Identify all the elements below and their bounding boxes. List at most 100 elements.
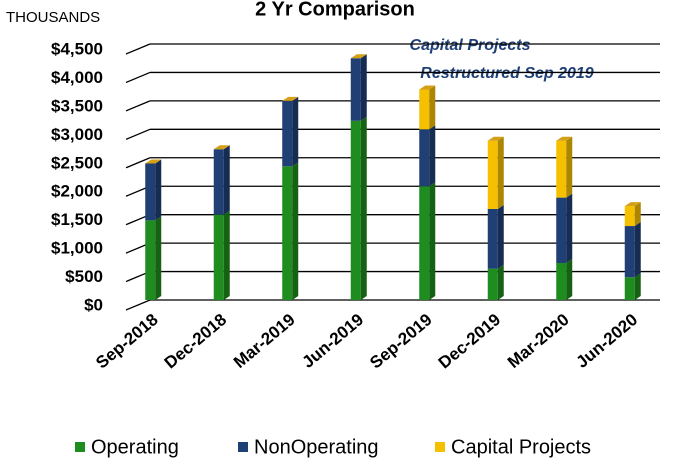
y-tick-label: $0 bbox=[84, 295, 103, 314]
x-tick-label: Jun-2020 bbox=[573, 310, 642, 372]
bar-segment bbox=[556, 259, 573, 300]
bar-side bbox=[634, 273, 641, 300]
bar-face bbox=[145, 163, 156, 221]
bar-side bbox=[292, 96, 299, 167]
y-tick-label: $2,000 bbox=[51, 182, 103, 201]
bar-face bbox=[145, 220, 156, 300]
bar-segment bbox=[556, 193, 573, 264]
bar-face bbox=[487, 140, 498, 209]
legend-swatch bbox=[435, 442, 445, 452]
bar-face bbox=[487, 208, 498, 269]
bar-segment bbox=[282, 162, 299, 300]
grid-line bbox=[125, 299, 151, 311]
bar-face bbox=[624, 277, 635, 300]
bar-side bbox=[155, 159, 162, 221]
bar-segment bbox=[556, 136, 573, 198]
chart-title: 2 Yr Comparison bbox=[255, 0, 415, 20]
bar-segment bbox=[350, 54, 367, 121]
x-tick-label: Mar-2019 bbox=[230, 310, 299, 372]
bar-side bbox=[566, 259, 573, 300]
bar-segment bbox=[213, 210, 230, 300]
grid-line bbox=[125, 128, 151, 140]
bar-top bbox=[419, 85, 436, 90]
bar-segment bbox=[419, 125, 436, 187]
bar-segment bbox=[624, 222, 641, 278]
bar-face bbox=[213, 149, 224, 215]
bar-side bbox=[634, 222, 641, 278]
bar-top bbox=[487, 136, 504, 141]
legend-swatch bbox=[75, 442, 85, 452]
bar-top bbox=[145, 159, 162, 164]
x-tick-label: Sep-2019 bbox=[366, 310, 435, 373]
bar-side bbox=[429, 125, 436, 187]
bar-top bbox=[282, 96, 299, 101]
y-tick-label: $3,500 bbox=[51, 96, 103, 115]
bar-face bbox=[213, 214, 224, 300]
y-axis-label: THOUSANDS bbox=[6, 9, 100, 26]
x-tick-label: Jun-2019 bbox=[299, 310, 368, 372]
bar-segment bbox=[487, 204, 504, 269]
bar-face bbox=[350, 120, 361, 300]
bar-face bbox=[282, 100, 293, 167]
bar-face bbox=[419, 186, 430, 300]
bar-face bbox=[419, 129, 430, 187]
bar-face bbox=[282, 166, 293, 300]
annotation: Restructured Sep 2019 bbox=[420, 65, 594, 82]
y-tick-label: $3,000 bbox=[51, 125, 103, 144]
y-tick-label: $2,500 bbox=[51, 153, 103, 172]
bar-face bbox=[624, 206, 635, 227]
y-tick-label: $1,000 bbox=[51, 239, 103, 258]
x-tick-label: Dec-2019 bbox=[435, 310, 504, 373]
bar-segment bbox=[487, 264, 504, 300]
bar-side bbox=[497, 204, 504, 269]
bar-side bbox=[497, 264, 504, 300]
bar-face bbox=[556, 197, 567, 264]
legend-label: Operating bbox=[91, 436, 179, 458]
grid-line bbox=[125, 100, 151, 112]
legend-label: Capital Projects bbox=[451, 436, 591, 458]
bar-side bbox=[429, 85, 436, 130]
bar-side bbox=[634, 202, 641, 227]
y-tick-label: $1,500 bbox=[51, 210, 103, 229]
bar-side bbox=[566, 136, 573, 198]
y-tick-label: $4,500 bbox=[51, 39, 103, 58]
bar-top bbox=[350, 54, 367, 59]
bar-side bbox=[292, 162, 299, 300]
annotation: Capital Projects bbox=[410, 37, 531, 54]
bar-face bbox=[556, 263, 567, 300]
bar-side bbox=[223, 210, 230, 300]
bar-segment bbox=[624, 202, 641, 227]
y-tick-label: $4,000 bbox=[51, 68, 103, 87]
bar-face bbox=[624, 226, 635, 278]
y-tick-label: $500 bbox=[65, 267, 103, 286]
bar-segment bbox=[213, 145, 230, 215]
bar-top bbox=[556, 136, 573, 141]
bar-face bbox=[556, 140, 567, 198]
legend-label: NonOperating bbox=[254, 436, 379, 458]
bar-face bbox=[419, 89, 430, 130]
bar-side bbox=[155, 216, 162, 300]
bar-segment bbox=[145, 159, 162, 221]
x-tick-label: Sep-2018 bbox=[92, 310, 161, 373]
bar-segment bbox=[419, 182, 436, 300]
bar-side bbox=[360, 116, 367, 300]
bar-side bbox=[429, 182, 436, 300]
bar-face bbox=[487, 268, 498, 300]
legend-swatch bbox=[238, 442, 248, 452]
bar-segment bbox=[487, 136, 504, 209]
bar-top bbox=[624, 202, 641, 207]
grid-line bbox=[125, 157, 151, 169]
bar-face bbox=[350, 58, 361, 121]
bar-segment bbox=[350, 116, 367, 300]
bar-segment bbox=[282, 96, 299, 167]
x-tick-label: Mar-2020 bbox=[504, 310, 573, 372]
bar-segment bbox=[419, 85, 436, 130]
bar-side bbox=[566, 193, 573, 264]
bar-segment bbox=[145, 216, 162, 300]
bar-side bbox=[360, 54, 367, 121]
grid-line bbox=[125, 43, 151, 55]
bar-segment bbox=[624, 273, 641, 300]
bar-side bbox=[497, 136, 504, 209]
x-tick-label: Dec-2018 bbox=[161, 310, 230, 373]
